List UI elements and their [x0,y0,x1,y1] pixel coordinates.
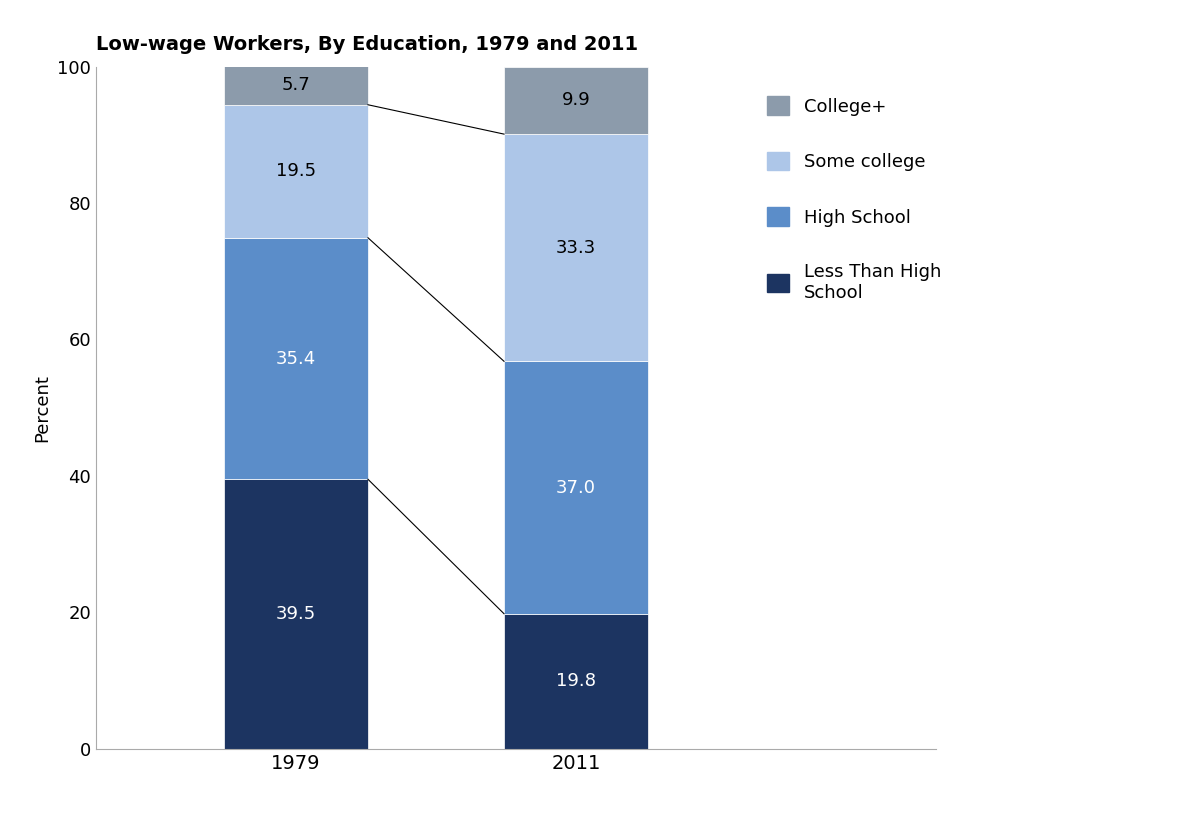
Text: 19.5: 19.5 [276,162,316,181]
Text: Low-wage Workers, By Education, 1979 and 2011: Low-wage Workers, By Education, 1979 and… [96,35,638,54]
Text: 39.5: 39.5 [276,605,316,623]
Bar [224,105,368,238]
Text: 37.0: 37.0 [556,478,596,497]
Bar [504,614,648,749]
Text: 35.4: 35.4 [276,349,316,368]
Y-axis label: Percent: Percent [34,374,52,442]
Bar [224,479,368,749]
Text: 5.7: 5.7 [282,77,311,94]
Bar [224,66,368,105]
Legend: College+, Some college, High School, Less Than High
School: College+, Some college, High School, Les… [761,89,948,309]
Bar [504,67,648,134]
Text: 9.9: 9.9 [562,92,590,109]
Bar [504,361,648,614]
Text: 33.3: 33.3 [556,239,596,257]
Bar [224,238,368,479]
Bar [504,134,648,361]
Text: 19.8: 19.8 [556,672,596,691]
